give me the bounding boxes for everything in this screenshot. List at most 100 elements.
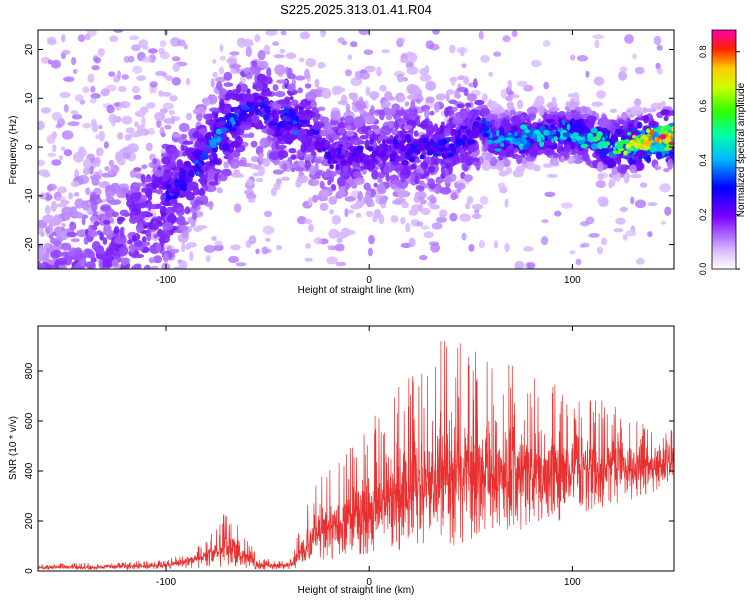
heatmap-cell [450, 143, 454, 149]
heatmap-cell [304, 83, 312, 89]
heatmap-cell [38, 226, 44, 235]
heatmap-cell [124, 315, 130, 321]
heatmap-cell [229, 117, 235, 123]
heatmap-cell [130, 192, 141, 201]
heatmap-cell [147, 127, 156, 136]
heatmap-cell [60, 230, 69, 241]
heatmap-cell [130, 272, 141, 277]
heatmap-cell [486, 143, 496, 153]
heatmap-cell [185, 78, 191, 86]
heatmap-cell [140, 194, 148, 201]
heatmap-cell [599, 118, 607, 128]
snr-x-tick-label: 0 [366, 577, 372, 588]
heatmap-cell [381, 100, 392, 108]
heatmap-cell [105, 307, 115, 316]
heatmap-y-axis: -20 -10 0 10 20 [24, 44, 674, 252]
heatmap-cell [165, 75, 174, 81]
heatmap-cell [645, 136, 649, 142]
heatmap-cell [147, 275, 154, 280]
heatmap-cell [597, 196, 609, 205]
heatmap-cell [47, 284, 55, 293]
heatmap-cell [93, 220, 100, 226]
heatmap-cell [144, 301, 149, 308]
heatmap-cell [278, 150, 289, 159]
heatmap-cell [250, 140, 258, 148]
heatmap-cell [247, 198, 256, 203]
heatmap-cell [66, 276, 76, 286]
heatmap-cell [172, 297, 179, 307]
heatmap-cell [89, 279, 99, 284]
heatmap-cell [517, 110, 522, 115]
heatmap-cell [375, 146, 380, 151]
heatmap-cell [308, 165, 317, 176]
heatmap-cell [635, 258, 645, 265]
heatmap-cell [425, 125, 435, 135]
heatmap-cell [451, 106, 458, 112]
heatmap-cell [120, 285, 124, 295]
heatmap-cell [507, 79, 513, 90]
heatmap-cell [99, 232, 104, 241]
heatmap-cell [368, 91, 380, 100]
heatmap-cell [136, 75, 147, 81]
heatmap-cell [74, 285, 82, 296]
heatmap-cell [618, 70, 628, 81]
heatmap-cell [239, 100, 247, 107]
heatmap-cell [175, 186, 181, 192]
heatmap-cell [72, 276, 76, 283]
heatmap-cell [581, 242, 590, 248]
heatmap-cell [120, 229, 124, 239]
heatmap-cell [381, 156, 387, 165]
heatmap-cell [327, 124, 332, 132]
heatmap-cell [355, 99, 367, 111]
heatmap-x-tick-label: 0 [366, 275, 372, 286]
heatmap-cell [290, 154, 297, 161]
heatmap-cell [110, 164, 120, 174]
heatmap-cell [649, 129, 655, 136]
heatmap-cell [98, 125, 103, 130]
heatmap-cell [368, 124, 380, 130]
heatmap-cell [396, 37, 405, 43]
colorbar-tick-label: 0.0 [698, 263, 708, 276]
heatmap-cell [97, 48, 106, 57]
heatmap-cell [272, 169, 284, 175]
colorbar-tick-label: 0.6 [698, 100, 708, 113]
heatmap-cell [199, 176, 205, 185]
heatmap-cell [89, 287, 100, 297]
heatmap-cell [630, 196, 635, 205]
heatmap-cell [129, 169, 137, 178]
heatmap-cell [380, 125, 393, 136]
heatmap-cell [379, 84, 387, 92]
heatmap-cell [38, 289, 46, 294]
heatmap-cell [263, 210, 273, 218]
heatmap-cell [141, 56, 153, 63]
snr-series-line [38, 341, 674, 571]
heatmap-cell [220, 126, 227, 133]
heatmap-cell [396, 187, 406, 198]
heatmap-cell [623, 150, 628, 156]
heatmap-cell [34, 291, 43, 300]
heatmap-cell [304, 154, 314, 161]
heatmap-cell [449, 76, 458, 82]
heatmap-cell [155, 242, 162, 253]
heatmap-cell [50, 59, 62, 69]
heatmap-cell [155, 189, 164, 195]
heatmap-cell [317, 62, 326, 69]
heatmap-cell [314, 78, 320, 88]
heatmap-cell [255, 122, 264, 128]
heatmap-cell [526, 262, 536, 269]
heatmap-cell [97, 247, 104, 253]
heatmap-cell [60, 277, 69, 285]
heatmap-cell [663, 168, 670, 173]
heatmap-cell [463, 75, 470, 85]
heatmap-cell [549, 158, 560, 166]
heatmap-cell [425, 40, 434, 50]
heatmap-cell [110, 298, 117, 303]
heatmap-cell [397, 94, 406, 102]
heatmap-cell [132, 182, 144, 187]
heatmap-cell [203, 113, 214, 121]
heatmap-cell [166, 184, 171, 189]
heatmap-cell [667, 159, 674, 170]
heatmap-cell [363, 182, 371, 191]
heatmap-cell [100, 205, 111, 211]
heatmap-cell [102, 267, 110, 269]
